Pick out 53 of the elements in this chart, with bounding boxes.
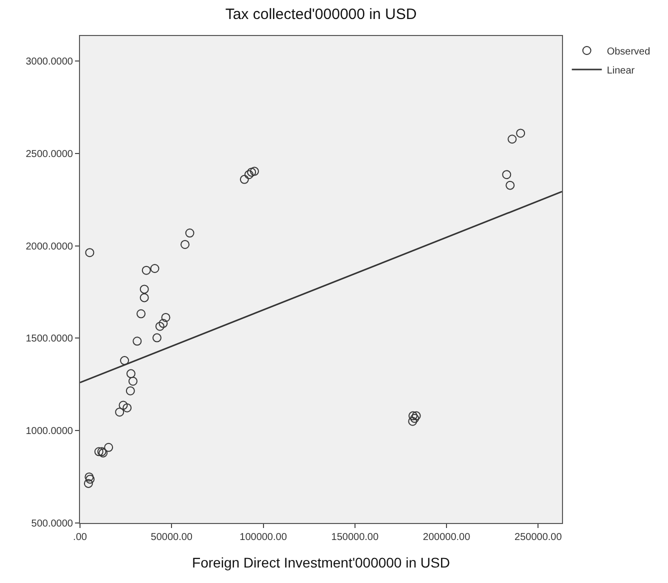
x-tick-label: 50000.00 [150, 532, 193, 543]
point [120, 356, 130, 366]
point [84, 472, 94, 482]
x-tick-label: 150000.00 [331, 532, 379, 543]
x-tick-label: 250000.00 [514, 532, 562, 543]
point [506, 180, 515, 190]
point [250, 166, 259, 176]
x-tick-label: 200000.00 [422, 532, 471, 543]
point [408, 411, 418, 420]
point [408, 416, 418, 426]
point [152, 333, 162, 342]
x-axis-title: Foreign Direct Investment'000000 in USD [192, 554, 450, 570]
point [240, 174, 249, 184]
point [85, 248, 94, 258]
point [84, 478, 93, 488]
y-tick-label: 500.0000 [31, 518, 74, 530]
y-tick-label: 1500.0000 [26, 334, 74, 345]
point [412, 411, 421, 420]
point [244, 170, 254, 180]
point [118, 400, 128, 410]
y-tick-label: 2500.0000 [26, 148, 74, 160]
point [180, 240, 190, 249]
point [128, 376, 138, 386]
point [136, 309, 146, 318]
point [161, 312, 170, 322]
point [502, 170, 512, 180]
point [140, 293, 149, 302]
x-tick-label: .00 [73, 532, 88, 543]
point [126, 369, 136, 378]
point [86, 474, 95, 484]
y-tick-label: 2000.0000 [26, 241, 74, 252]
point [142, 266, 151, 275]
point [115, 408, 124, 417]
point [140, 284, 149, 294]
x-tick-label: 100000.00 [240, 532, 288, 543]
point [94, 447, 104, 456]
y-tick-label: 3000.0000 [26, 56, 74, 68]
point [410, 414, 420, 423]
point [155, 322, 164, 331]
legend-label: Linear [606, 65, 636, 76]
point [104, 442, 114, 452]
chart-title: Tax collected'000000 in USD [225, 6, 417, 24]
point [150, 264, 160, 273]
point [247, 168, 256, 177]
legend-label: Observed [606, 46, 650, 58]
point [126, 386, 135, 396]
point [185, 228, 194, 238]
point [132, 336, 142, 346]
point [158, 318, 168, 328]
point [516, 128, 526, 138]
y-tick-label: 1000.0000 [26, 426, 74, 438]
point [122, 403, 132, 412]
point [508, 134, 517, 144]
